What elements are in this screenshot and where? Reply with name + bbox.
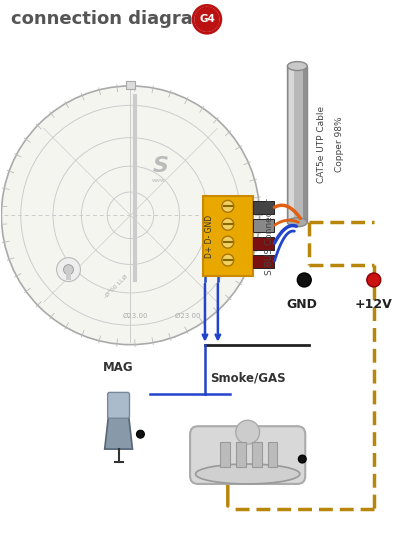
Polygon shape <box>105 414 132 449</box>
FancyBboxPatch shape <box>190 426 305 484</box>
Text: S: S <box>152 155 168 176</box>
Text: GND: GND <box>287 298 318 311</box>
Circle shape <box>222 218 234 230</box>
Circle shape <box>236 420 260 444</box>
Text: S.BUS Connector: S.BUS Connector <box>265 198 274 275</box>
Bar <box>287 66 307 222</box>
Bar <box>252 442 262 467</box>
Circle shape <box>367 273 381 287</box>
Circle shape <box>64 265 74 275</box>
Bar <box>253 255 274 268</box>
Circle shape <box>222 254 234 266</box>
Bar <box>253 237 274 250</box>
Text: D+ D- GND: D+ D- GND <box>206 214 214 258</box>
Circle shape <box>193 5 221 33</box>
Ellipse shape <box>287 62 307 71</box>
Bar <box>236 442 246 467</box>
Bar <box>268 442 278 467</box>
Circle shape <box>57 258 80 282</box>
Text: connection diagram: connection diagram <box>11 10 212 28</box>
Bar <box>303 66 307 222</box>
Bar <box>66 270 72 280</box>
Ellipse shape <box>287 218 307 227</box>
Text: Copper 98%: Copper 98% <box>335 117 344 172</box>
Circle shape <box>222 236 234 248</box>
Text: +12V: +12V <box>355 298 393 311</box>
Text: Smoke/GAS: Smoke/GAS <box>210 371 286 385</box>
Circle shape <box>298 455 306 463</box>
Bar <box>203 196 253 276</box>
Text: www: www <box>152 178 165 183</box>
Bar <box>253 219 274 232</box>
Text: G4: G4 <box>199 14 215 24</box>
Circle shape <box>136 430 144 438</box>
Text: Ø23 00: Ø23 00 <box>175 313 201 319</box>
Circle shape <box>297 273 311 287</box>
Bar <box>126 81 136 89</box>
Circle shape <box>1 86 260 345</box>
Bar <box>253 201 274 214</box>
Text: CAT5e UTP Cable: CAT5e UTP Cable <box>317 106 326 183</box>
Bar <box>289 66 294 222</box>
Bar <box>220 442 230 467</box>
Text: -Ø³00 LLØ: -Ø³00 LLØ <box>103 274 128 299</box>
Circle shape <box>222 200 234 212</box>
Circle shape <box>195 7 219 31</box>
FancyBboxPatch shape <box>108 392 130 418</box>
Ellipse shape <box>196 464 300 484</box>
Text: MAG: MAG <box>103 362 134 375</box>
Text: Ø23.00: Ø23.00 <box>123 313 148 319</box>
